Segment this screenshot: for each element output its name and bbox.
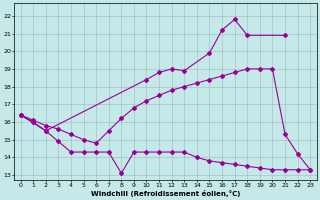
X-axis label: Windchill (Refroidissement éolien,°C): Windchill (Refroidissement éolien,°C) bbox=[91, 190, 240, 197]
